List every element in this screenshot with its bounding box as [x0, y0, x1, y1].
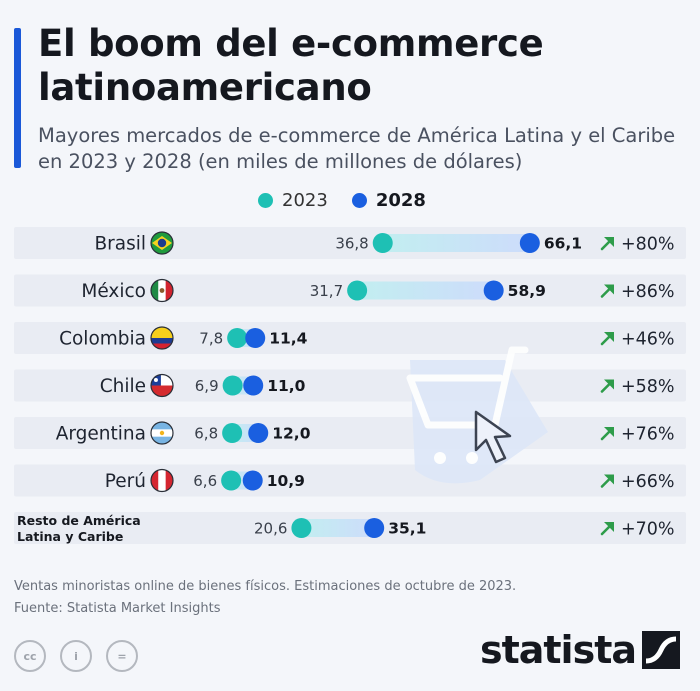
growth-arrow-icon: [600, 332, 614, 346]
value-label-2023: 6,8: [194, 425, 218, 443]
legend-dot-2023: [258, 193, 273, 208]
chart-subtitle: Mayores mercados de e-commerce de Améric…: [38, 124, 676, 173]
footnote-note: Ventas minoristas online de bienes físic…: [14, 579, 517, 594]
category-label: México: [81, 281, 146, 302]
brand-name: statista: [479, 628, 637, 672]
legend-item-2023: 2023: [258, 190, 328, 211]
legend: 2023 2028: [258, 190, 450, 211]
growth-label: +58%: [621, 377, 675, 397]
value-label-2028: 11,4: [269, 330, 307, 348]
range-bar: [382, 234, 530, 252]
chile-flag-icon: [150, 373, 174, 398]
dot-2028: [243, 375, 264, 396]
growth-label: +46%: [621, 330, 675, 350]
title-accent-bar: [14, 28, 21, 168]
cc-icon[interactable]: cc: [14, 640, 46, 672]
growth-arrow-icon: [600, 237, 614, 251]
growth-label: +70%: [621, 520, 675, 540]
legend-dot-2028: [351, 193, 367, 208]
growth-arrow-icon: [600, 284, 614, 298]
category-label: Perú: [105, 471, 146, 492]
dumbbell-chart: Brasil 36,8 66,1 +80% México 31,7 58,9 +86% Colo…: [14, 227, 686, 544]
value-label-2028: 35,1: [388, 520, 426, 538]
legend-item-2028: 2028: [351, 190, 426, 211]
value-label-2023: 31,7: [310, 282, 343, 300]
dot-2023: [372, 233, 393, 253]
footnote-source: Fuente: Statista Market Insights: [14, 601, 221, 616]
category-label: Chile: [100, 376, 146, 397]
growth-arrow-icon: [600, 474, 614, 488]
chart-title: El boom del e-commerce latinoamericano: [38, 22, 544, 109]
footnote: Ventas minoristas online de bienes físic…: [14, 576, 694, 620]
growth-label: +86%: [621, 282, 675, 302]
dot-2028: [242, 470, 263, 491]
dot-2023: [222, 423, 243, 443]
value-label-2023: 36,8: [335, 235, 368, 253]
category-label: Resto de América: [17, 513, 141, 528]
dot-2023: [291, 518, 312, 538]
peru-flag-icon: [150, 468, 174, 493]
dot-2028: [519, 233, 540, 253]
colombia-flag-icon: [150, 326, 174, 350]
category-label: Colombia: [59, 329, 146, 350]
category-label: Argentina: [56, 424, 146, 445]
value-label-2028: 66,1: [544, 235, 582, 253]
row-band: [14, 322, 686, 354]
statista-mark-icon: [642, 631, 680, 669]
value-label-2028: 11,0: [267, 377, 305, 395]
dot-2028: [364, 518, 385, 538]
growth-label: +76%: [621, 425, 675, 445]
argentina-flag-icon: [150, 421, 174, 445]
growth-label: +80%: [621, 235, 675, 255]
range-bar: [301, 519, 375, 537]
statista-logo[interactable]: statista: [480, 628, 680, 672]
legend-label-2023: 2023: [282, 190, 328, 211]
dot-2023: [221, 470, 242, 491]
row-band: [14, 464, 686, 497]
brazil-flag-icon: [150, 231, 174, 255]
value-label-2028: 10,9: [267, 472, 305, 490]
value-label-2023: 6,6: [193, 472, 217, 490]
dot-2028: [245, 328, 266, 348]
dot-2028: [248, 423, 269, 443]
category-label: Brasil: [94, 234, 146, 255]
license-icons: cc i =: [14, 640, 152, 672]
mexico-flag-icon: [150, 278, 174, 303]
value-label-2023: 7,8: [199, 330, 223, 348]
growth-label: +66%: [621, 472, 675, 492]
category-label: Latina y Caribe: [17, 529, 123, 544]
value-label-2028: 58,9: [508, 282, 546, 300]
growth-arrow-icon: [600, 379, 614, 393]
dot-2023: [227, 328, 248, 348]
dot-2023: [347, 280, 368, 301]
person-icon[interactable]: i: [60, 640, 92, 672]
value-label-2023: 20,6: [254, 520, 287, 538]
dot-2023: [222, 375, 243, 396]
growth-arrow-icon: [600, 427, 614, 441]
range-bar: [357, 281, 494, 300]
shopping-cart-illustration: [406, 346, 548, 484]
growth-arrow-icon: [600, 522, 614, 536]
value-label-2028: 12,0: [272, 425, 310, 443]
equals-icon[interactable]: =: [106, 640, 138, 672]
dot-2028: [483, 280, 504, 301]
legend-label-2028: 2028: [375, 190, 426, 211]
value-label-2023: 6,9: [195, 377, 219, 395]
